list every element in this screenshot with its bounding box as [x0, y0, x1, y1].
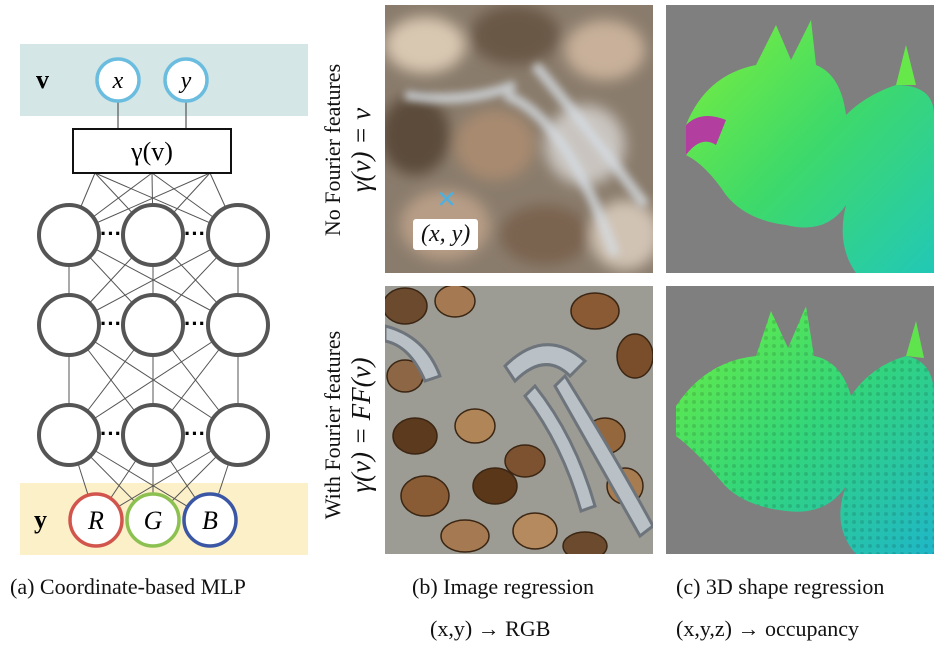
row-label-bottom-formula: γ(v) = FF(v): [346, 357, 376, 493]
nut-1: [385, 287, 428, 325]
hidden-node-l2-n2: [121, 293, 185, 357]
output-node-B-label: B: [202, 506, 218, 535]
hidden-node-l3-n3: [206, 403, 270, 467]
hidden-node-l1-n3: [206, 203, 270, 267]
gamma-label: γ(v): [130, 137, 173, 166]
gamma-box: [72, 128, 232, 174]
hidden-node-l3-n2: [121, 403, 185, 467]
nut-8: [472, 467, 518, 505]
formula-b: (x,y) → RGB: [430, 616, 551, 641]
nut-7: [400, 475, 450, 517]
smooth-dragon-render: [666, 5, 934, 273]
output-node-B: [182, 492, 238, 548]
nut-2: [434, 286, 476, 318]
input-node-x: [95, 57, 141, 103]
ellipsis-l2-1: ···: [100, 311, 122, 336]
ellipsis-l1-1: ···: [100, 221, 122, 246]
ellipsis-l2-2: ···: [184, 311, 206, 336]
output-node-G: [125, 492, 181, 548]
input-node-x-label: x: [112, 68, 124, 94]
formula-c: (x,y,z) → occupancy: [676, 616, 860, 641]
row-label-top: No Fourier features γ(v) = v: [320, 15, 380, 285]
nut-13: [504, 444, 546, 478]
coordinate-label: (x, y): [413, 219, 479, 250]
caption-b: (b) Image regression: [412, 574, 595, 599]
nut-5: [392, 417, 438, 455]
ellipsis-l3-2: ···: [184, 421, 206, 446]
nut-10: [512, 512, 558, 550]
caption-c: (c) 3D shape regression: [676, 574, 885, 599]
output-node-R-label: R: [87, 506, 104, 535]
nut-4: [616, 333, 653, 379]
row-label-bottom: With Fourier features γ(v) = FF(v): [320, 290, 380, 560]
output-node-G-label: G: [144, 506, 163, 535]
image-panel-fourier: [385, 286, 653, 554]
hidden-node-l3-n1: [37, 403, 101, 467]
caption-a: (a) Coordinate-based MLP: [10, 574, 246, 599]
shape-panel-fourier: [666, 286, 934, 554]
row-label-bottom-text: With Fourier features: [320, 330, 345, 520]
nut-9: [440, 519, 490, 553]
hidden-node-l1-n2: [121, 203, 185, 267]
shape-panel-no-fourier: [666, 5, 934, 273]
nut-3: [570, 292, 620, 330]
hidden-node-l2-n1: [37, 293, 101, 357]
input-node-y: [163, 57, 209, 103]
ellipsis-l3-1: ···: [100, 421, 122, 446]
input-node-y-label: y: [179, 68, 192, 94]
output-node-R: [68, 492, 124, 548]
input-vector-label: v: [36, 65, 49, 94]
sample-point-marker: ×: [437, 181, 457, 218]
hidden-node-l2-n3: [206, 293, 270, 357]
sharp-nuts-image: [385, 286, 653, 554]
detailed-dragon-render: [666, 286, 934, 554]
ellipsis-l1-2: ···: [184, 221, 206, 246]
image-panel-no-fourier: × (x, y): [385, 5, 653, 273]
nut-6: [454, 408, 496, 444]
mlp-diagram: γ(v) v x y ··· ··· ··· ··· ··· ··· y R G B: [20, 44, 308, 555]
hidden-node-l1-n1: [37, 203, 101, 267]
nut-12: [562, 531, 608, 554]
row-label-top-text: No Fourier features: [320, 63, 345, 237]
row-label-top-formula: γ(v) = v: [346, 107, 376, 193]
output-vector-label: y: [34, 505, 47, 534]
